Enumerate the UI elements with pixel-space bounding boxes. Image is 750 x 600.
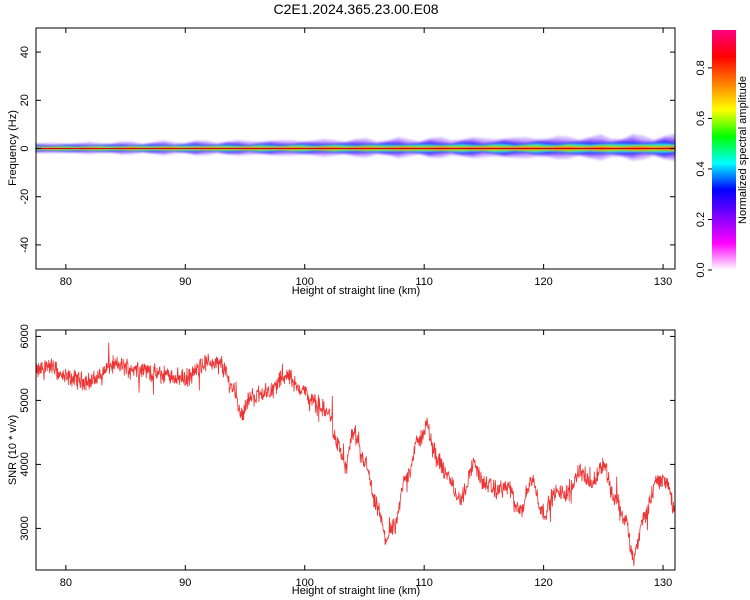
x-tick-label: 80 (60, 276, 72, 288)
y-tick-label: 20 (19, 94, 31, 106)
y-tick-label: 40 (19, 46, 31, 58)
snr-panel: 80 90 100 110 120 130 3000 4000 5000 6000 Height… (7, 324, 676, 597)
colorbar-tick-label: 0.0 (695, 262, 707, 277)
y-tick-label: 4000 (19, 452, 31, 476)
y-tick-label: -40 (19, 237, 31, 253)
x-tick-label: 110 (415, 577, 433, 589)
x-tick-label: 90 (179, 276, 191, 288)
spectral-band (36, 133, 675, 161)
x-tick-label: 120 (534, 577, 552, 589)
figure-title: C2E1.2024.365.23.00.E08 (273, 1, 438, 17)
colorbar-tick-label: 0.8 (695, 60, 707, 75)
snr-plot-area (36, 330, 675, 570)
x-tick-label: 100 (296, 276, 314, 288)
x-tick-label: 120 (534, 276, 552, 288)
spectrogram-y-axis-label: Frequency (Hz) (7, 110, 19, 186)
spectrogram-panel: 80 90 100 110 120 130 40 20 0 -20 -40 Height of s… (7, 27, 676, 297)
x-tick-label: 90 (179, 577, 191, 589)
y-tick-label: 3000 (19, 516, 31, 540)
snr-frame (35, 329, 676, 571)
snr-series-line (36, 342, 675, 567)
y-tick-label: 5000 (19, 388, 31, 412)
colorbar-ticks: 0.0 0.2 0.4 0.6 0.8 (695, 60, 712, 278)
y-tick-label: 6000 (19, 324, 31, 348)
x-tick-label: 130 (654, 276, 672, 288)
colorbar-tick-label: 0.4 (695, 161, 707, 176)
colorbar-tick-label: 0.6 (695, 111, 707, 126)
colorbar: 0.0 0.2 0.4 0.6 0.8 Normalized spectral ampl… (695, 30, 749, 278)
x-tick-label: 80 (60, 577, 72, 589)
y-tick-label: -20 (19, 189, 31, 205)
x-tick-label: 110 (415, 276, 433, 288)
snr-y-ticks: 3000 4000 5000 6000 (19, 324, 675, 541)
x-tick-label: 130 (654, 577, 672, 589)
snr-x-axis-label: Height of straight line (km) (292, 585, 420, 597)
snr-y-axis-label: SNR (10 * v/v) (7, 415, 19, 485)
spectrogram-x-axis-label: Height of straight line (km) (292, 285, 420, 297)
colorbar-label: Normalized spectral amplitude (737, 76, 749, 224)
colorbar-tick-label: 0.2 (695, 212, 707, 227)
x-tick-label: 100 (296, 577, 314, 589)
snr-x-ticks: 80 90 100 110 120 130 (60, 330, 672, 589)
spectrogram-y-ticks: 40 20 0 -20 -40 (19, 46, 675, 253)
colorbar-gradient (712, 30, 736, 270)
spectrogram-x-ticks: 80 90 100 110 120 130 (60, 28, 672, 288)
y-tick-label: 0 (19, 145, 31, 151)
